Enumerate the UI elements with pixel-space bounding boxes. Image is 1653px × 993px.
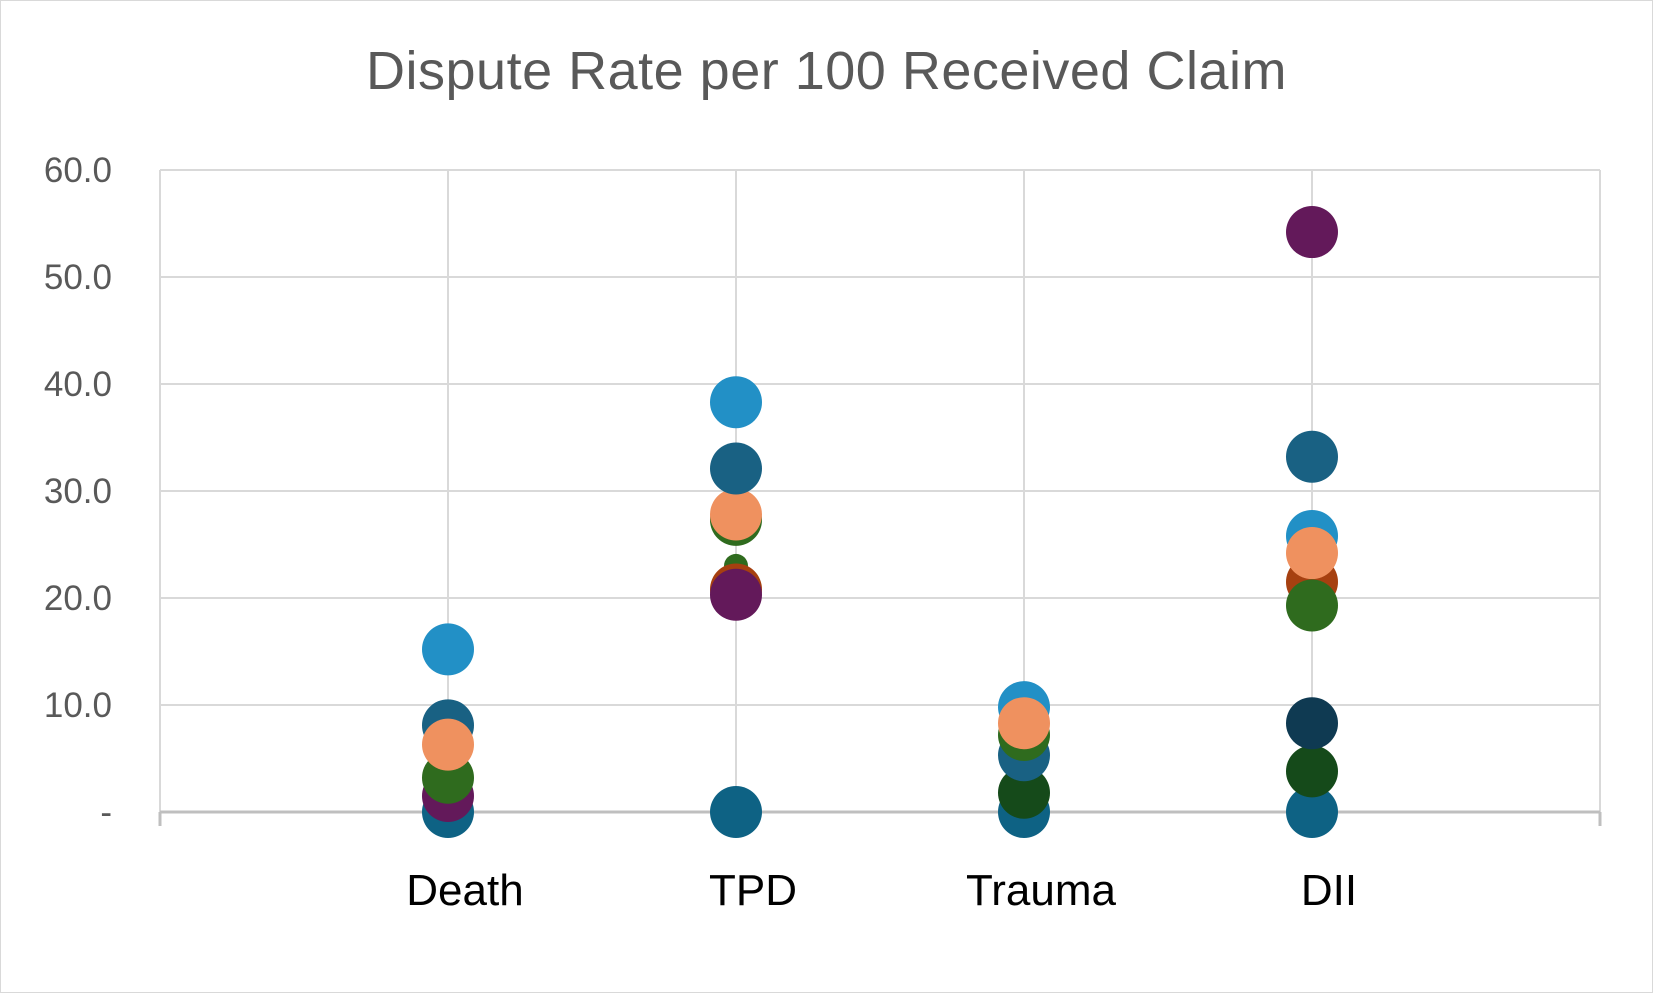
data-point: [422, 718, 474, 771]
y-axis-ticks: - 10.0 20.0 30.0 40.0 50.0 60.0: [44, 151, 112, 832]
y-tick-label: -: [100, 793, 112, 832]
y-tick-label: 20.0: [44, 579, 112, 618]
axes: [158, 810, 1602, 826]
data-point: [1286, 697, 1338, 750]
data-point: [710, 786, 762, 838]
data-point: [998, 697, 1050, 750]
data-point: [1286, 430, 1338, 483]
y-tick-label: 30.0: [44, 472, 112, 511]
data-point: [710, 488, 762, 541]
data-point: [1286, 527, 1338, 580]
data-point: [1286, 579, 1338, 632]
x-tick-label: DII: [1301, 866, 1357, 915]
data-point: [1286, 745, 1338, 798]
data-point: [998, 766, 1050, 819]
data-point: [1286, 206, 1338, 259]
data-point: [710, 376, 762, 429]
chart-title: Dispute Rate per 100 Received Claim: [366, 41, 1287, 101]
data-point: [710, 568, 762, 621]
x-tick-label: Trauma: [966, 866, 1116, 915]
x-tick-label: Death: [406, 866, 523, 915]
y-tick-label: 40.0: [44, 365, 112, 404]
y-tick-label: 60.0: [44, 151, 112, 190]
x-axis-ticks: Death TPD Trauma DII: [406, 866, 1357, 915]
data-point: [1286, 786, 1338, 838]
y-tick-label: 50.0: [44, 258, 112, 297]
data-point: [710, 442, 762, 495]
gridlines: [159, 169, 1601, 812]
data-point: [422, 623, 474, 676]
data-points: [422, 206, 1338, 838]
x-tick-label: TPD: [709, 866, 797, 915]
y-tick-label: 10.0: [44, 686, 112, 725]
